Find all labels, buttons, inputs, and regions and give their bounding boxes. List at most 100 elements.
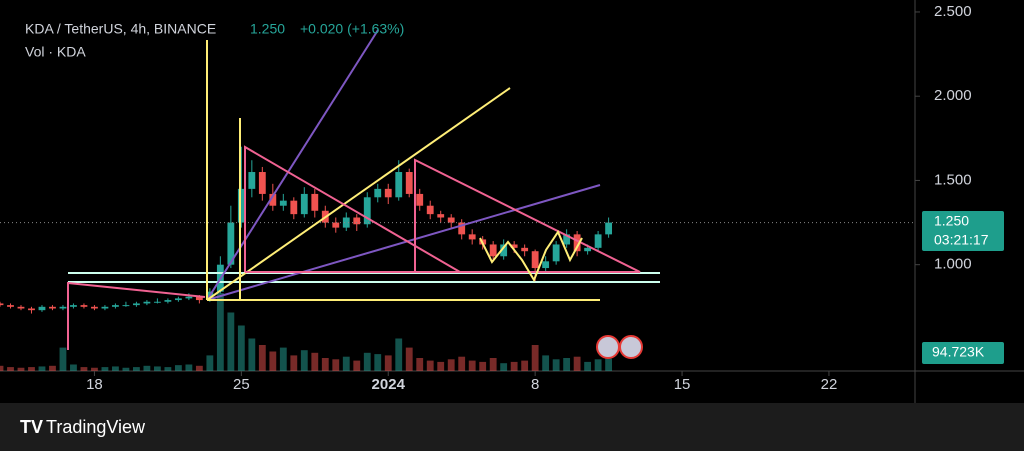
drawing-zigzag	[479, 229, 583, 283]
candle-body	[605, 222, 613, 235]
candle-body	[185, 296, 193, 299]
candle-body	[133, 303, 140, 306]
x-tick-label: 2024	[372, 376, 406, 393]
volume-bar	[279, 347, 287, 371]
volume-bar	[342, 356, 350, 371]
candle-body	[332, 222, 340, 228]
volume-bar	[584, 361, 592, 371]
candle-body	[143, 301, 151, 304]
candle-body	[489, 244, 497, 257]
footer-bg	[0, 403, 1024, 451]
candle-body	[91, 306, 98, 309]
volume-bar	[17, 367, 25, 371]
candle-body	[269, 193, 277, 206]
volume-bar	[28, 367, 35, 371]
y-tick-label: 1.500	[934, 171, 972, 188]
volume-bar	[332, 359, 340, 371]
candle-body	[80, 305, 88, 307]
candle-body	[353, 217, 361, 225]
volume-bar	[143, 365, 151, 371]
x-tick-label: 18	[86, 376, 103, 393]
candle-body	[510, 244, 518, 248]
candle-body	[573, 234, 581, 252]
candle-body	[174, 298, 182, 301]
volume-bar	[594, 359, 602, 371]
volume-tag	[922, 342, 1004, 364]
volume-bar	[468, 360, 476, 371]
candle-body	[38, 306, 46, 311]
x-tick-label: 15	[674, 376, 691, 393]
candle-body	[458, 222, 466, 235]
candle-body	[552, 244, 560, 262]
candle-body	[468, 234, 476, 240]
candle-body	[49, 306, 56, 309]
candle-body	[7, 305, 14, 307]
candle-body	[164, 300, 172, 302]
volume-bar	[489, 358, 497, 371]
volume-bar	[363, 352, 371, 371]
price-change: +0.020 (+1.63%)	[300, 21, 404, 37]
volume-bar	[563, 358, 571, 371]
candle-body	[0, 303, 4, 306]
volume-bar	[447, 359, 455, 371]
volume-bar	[38, 366, 46, 371]
volume-bar	[206, 355, 214, 371]
event-icon[interactable]	[619, 335, 643, 359]
drawing-line	[67, 281, 206, 350]
candle-body	[227, 222, 235, 265]
volume-title: Vol · KDA	[25, 44, 86, 60]
candle-body	[531, 251, 539, 269]
volume-bar	[7, 367, 14, 371]
volume-bar	[531, 345, 539, 371]
volume-bar	[500, 363, 508, 371]
volume-bar	[321, 358, 329, 371]
volume-bar	[91, 367, 98, 371]
candle-body	[311, 193, 319, 211]
volume-bar	[248, 338, 256, 371]
volume-bar	[542, 355, 550, 371]
volume-bar	[458, 356, 466, 371]
drawing-line	[206, 184, 601, 301]
volume-bar	[405, 347, 413, 371]
candle-body	[101, 306, 109, 309]
candle-body	[258, 172, 266, 194]
event-icon[interactable]	[596, 335, 620, 359]
volume-bar	[164, 367, 172, 371]
drawings	[67, 29, 660, 359]
volume-bar	[59, 347, 67, 371]
candle-body	[300, 193, 308, 215]
volume-bar	[416, 358, 424, 371]
x-tick-label: 22	[821, 376, 838, 393]
volume-bar	[426, 360, 434, 371]
volume-bar	[311, 352, 319, 371]
volume-bar	[300, 350, 308, 371]
drawing-triangle	[244, 145, 464, 273]
volume-bar	[70, 364, 77, 371]
volume-bar	[521, 360, 529, 371]
drawing-triangle	[414, 158, 641, 273]
candle-body	[195, 296, 203, 301]
volume-bar	[185, 364, 193, 371]
volume-bar	[174, 365, 182, 371]
volume-bar	[552, 359, 560, 371]
volume-bar	[374, 354, 382, 371]
candle-body	[290, 200, 298, 215]
price-tag	[922, 211, 1004, 251]
marks	[0, 146, 915, 371]
x-tick-label: 8	[531, 376, 539, 393]
candle-body	[112, 305, 119, 307]
candle-body	[17, 306, 25, 309]
drawing-line	[206, 87, 511, 301]
brand[interactable]: TradingView	[46, 417, 146, 437]
candle-body	[70, 305, 77, 307]
volume-bar	[216, 293, 224, 371]
candle-body	[374, 188, 382, 198]
volume-bar	[122, 367, 130, 371]
candle-body	[384, 188, 392, 198]
volume-bar	[195, 365, 203, 371]
volume-bar	[133, 367, 140, 371]
volume-bar	[227, 312, 235, 371]
candle-body	[437, 214, 445, 218]
